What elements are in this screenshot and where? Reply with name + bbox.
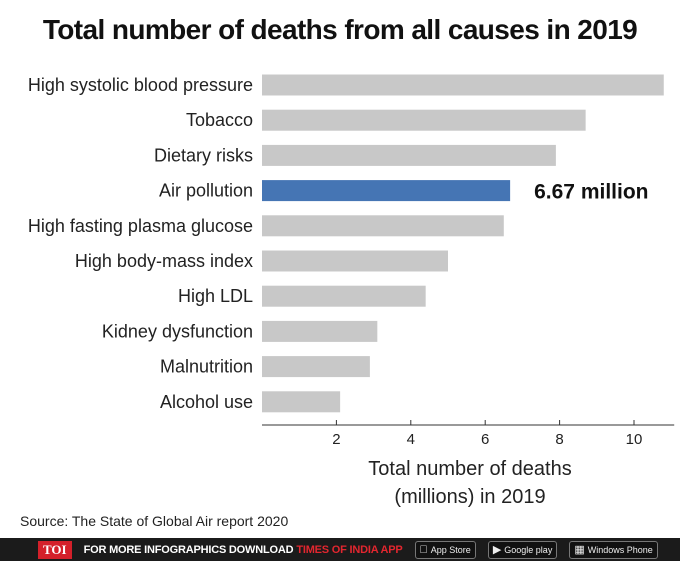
bar-2 xyxy=(262,144,556,166)
category-label: Alcohol use xyxy=(160,392,253,412)
bar-5 xyxy=(262,250,448,272)
footer-bar: TOI FOR MORE INFOGRAPHICS DOWNLOAD TIMES… xyxy=(0,538,680,561)
google-play-label: Google play xyxy=(496,544,552,555)
x-axis-title-line2: (millions) in 2019 xyxy=(394,486,546,508)
source-note: Source: The State of Global Air report 2… xyxy=(20,513,289,529)
category-label: Tobacco xyxy=(186,110,253,130)
x-tick-label: 8 xyxy=(555,431,563,448)
category-label: High LDL xyxy=(178,286,253,306)
promo-brand[interactable]: TIMES OF INDIA APP xyxy=(296,543,403,556)
chart-title: Total number of deaths from all causes i… xyxy=(42,14,638,45)
bar-3 xyxy=(262,180,511,202)
category-label: Malnutrition xyxy=(160,357,253,377)
bar-6 xyxy=(262,285,426,307)
category-label: Kidney dysfunction xyxy=(102,321,253,341)
bar-9 xyxy=(262,391,341,413)
category-label: Dietary risks xyxy=(154,145,253,165)
category-label: High fasting plasma glucose xyxy=(28,216,253,236)
bar-4 xyxy=(262,215,504,237)
bar-1 xyxy=(262,109,586,131)
x-tick-label: 10 xyxy=(626,431,643,448)
bar-8 xyxy=(262,356,370,378)
x-axis-title: Total number of deaths (millions) in 201… xyxy=(340,455,600,511)
windows-phone-badge[interactable]: ▦ Windows Phone xyxy=(566,540,658,559)
app-store-badge[interactable]:  App Store xyxy=(414,540,476,559)
x-tick-label: 4 xyxy=(407,431,415,448)
windows-icon: ▦ xyxy=(566,544,584,556)
bar-chart: High systolic blood pressure Tobacco Dieta… xyxy=(28,74,675,448)
play-icon: ▶ xyxy=(484,544,501,556)
toi-logo[interactable]: TOI xyxy=(38,540,72,559)
windows-phone-label: Windows Phone xyxy=(579,544,653,555)
bar-0 xyxy=(262,74,664,96)
bar-7 xyxy=(262,320,378,342)
apple-icon:  xyxy=(420,544,428,556)
x-tick-label: 2 xyxy=(332,431,340,448)
google-play-badge[interactable]: ▶ Google play xyxy=(484,540,558,559)
app-store-label: App Store xyxy=(422,544,471,555)
data-label-highlight: 6.67 million xyxy=(534,181,648,204)
x-tick-label: 6 xyxy=(481,431,489,448)
category-label: Air pollution xyxy=(159,181,253,201)
promo-text: FOR MORE INFOGRAPHICS DOWNLOAD xyxy=(83,543,294,556)
category-label: High body-mass index xyxy=(75,251,253,271)
x-axis-title-line1: Total number of deaths xyxy=(368,458,572,480)
category-label: High systolic blood pressure xyxy=(28,75,253,95)
